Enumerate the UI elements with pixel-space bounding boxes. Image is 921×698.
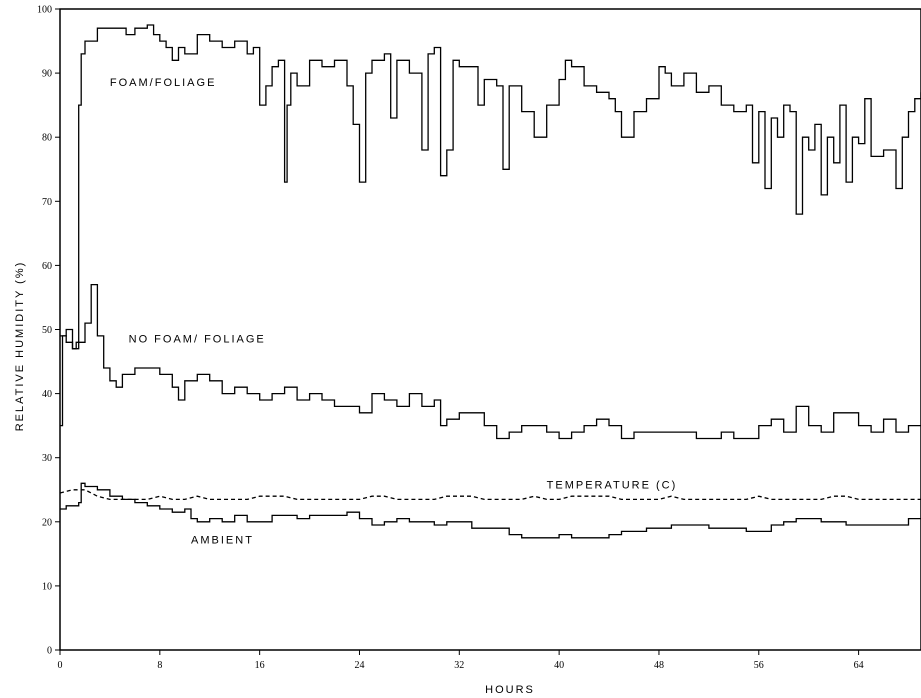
axes [59,8,921,651]
x-tick-label-40: 40 [554,660,564,671]
y-tick-label-90: 90 [42,69,52,80]
y-tick-label-100: 100 [37,5,52,16]
series-line-no-foam-foliage [60,283,921,440]
y-tick-label-10: 10 [42,581,52,592]
y-axis-title: RELATIVE HUMIDITY (%) [14,261,26,432]
x-tick-label-32: 32 [454,660,464,671]
y-tick-label-40: 40 [42,389,52,400]
x-tick-label-16: 16 [255,660,265,671]
y-tick-label-30: 30 [42,453,52,464]
series-line-ambient [60,482,921,539]
y-tick-label-70: 70 [42,197,52,208]
y-tick-label-0: 0 [47,646,52,657]
x-tick-label-48: 48 [654,660,664,671]
y-tick-label-20: 20 [42,517,52,528]
series-label-3: AMBIENT [191,535,254,547]
y-tick-label-60: 60 [42,261,52,272]
series-label-2: TEMPERATURE (C) [547,479,678,491]
series-label-0: FOAM/FOLIAGE [110,77,217,89]
y-tick-label-50: 50 [42,325,52,336]
x-tick-label-56: 56 [754,660,764,671]
series-line-foam-foliage [60,24,921,350]
series-labels: FOAM/FOLIAGE NO FOAM/ FOLIAGE TEMPERATURE … [110,77,678,547]
x-tick-label-8: 8 [157,660,162,671]
series-lines [59,24,921,539]
x-tick-label-64: 64 [854,660,864,671]
x-tick-label-24: 24 [354,660,364,671]
tick-marks: 0 8 16 24 32 40 48 56 64 0 10 20 30 40 50 60 70 80 90 100 [37,5,864,672]
x-tick-label-0: 0 [58,660,63,671]
plot-frame [59,8,921,651]
y-tick-label-80: 80 [42,133,52,144]
series-label-1: NO FOAM/ FOLIAGE [129,333,266,345]
x-axis-title: HOURS [485,684,535,696]
series-line-temperature-c [59,489,921,501]
